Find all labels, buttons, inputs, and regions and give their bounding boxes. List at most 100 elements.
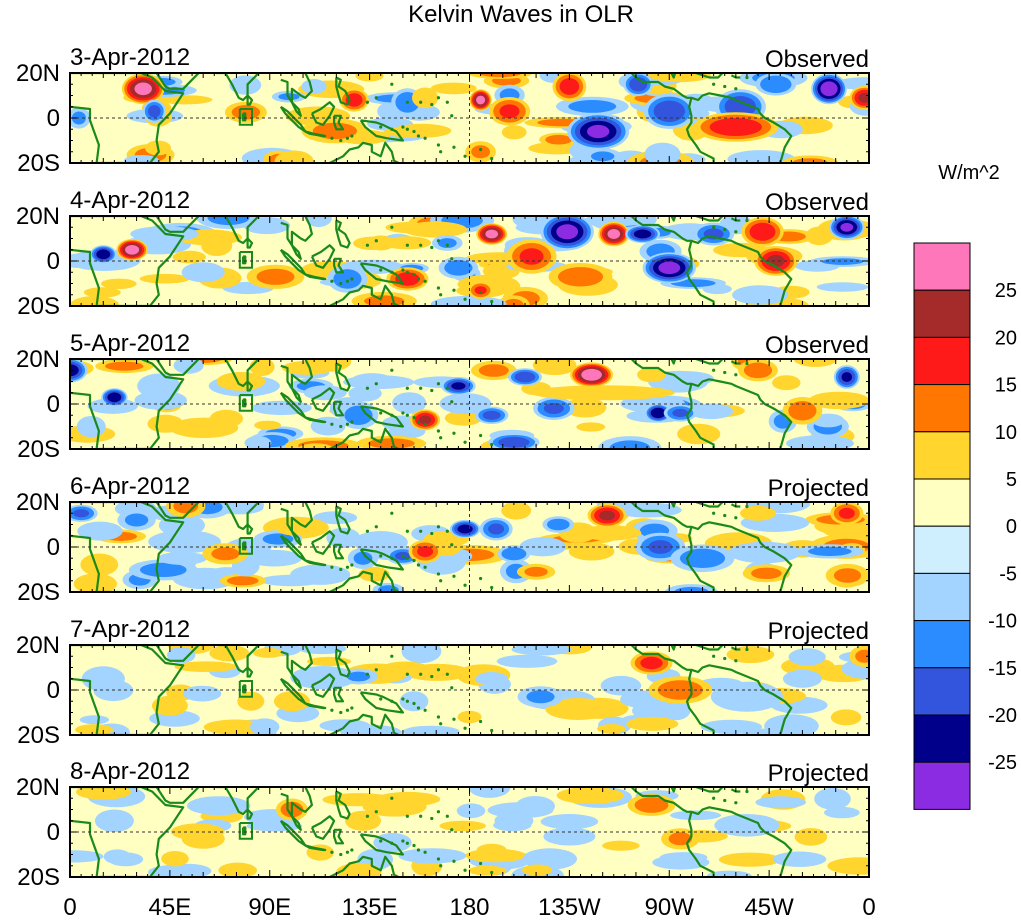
panel-3: 20N 0 20S 5-Apr-2012 Observed [16, 330, 870, 463]
island [330, 565, 334, 569]
colorbar-label: 25 [995, 280, 1017, 302]
island [374, 96, 378, 100]
coastline [685, 97, 715, 163]
contour-region [468, 787, 511, 798]
contour-region [494, 811, 534, 830]
island [416, 134, 421, 138]
contour-region [77, 521, 123, 541]
island [452, 288, 456, 292]
island [405, 386, 409, 390]
contour-region [139, 273, 191, 284]
island [439, 293, 443, 297]
island [712, 796, 716, 800]
contour-region [148, 864, 204, 877]
contour-region [499, 104, 520, 119]
island [463, 583, 467, 587]
island [463, 297, 467, 301]
contour-region [326, 527, 361, 549]
contour-region [760, 75, 792, 94]
island [405, 100, 409, 104]
contour-region [650, 407, 666, 419]
island [339, 281, 343, 286]
panel-date: 8-Apr-2012 [70, 758, 190, 785]
island [723, 798, 727, 803]
y-tick-label: 20S [17, 436, 60, 463]
coastline [329, 713, 399, 735]
contour-region [246, 549, 302, 567]
contour-region [344, 405, 373, 425]
island [350, 563, 354, 567]
coastline [359, 262, 404, 285]
island [330, 136, 334, 140]
contour-region [76, 787, 131, 800]
island [390, 127, 394, 131]
island [445, 243, 449, 247]
island [419, 529, 423, 533]
island [450, 257, 454, 261]
contour-region [772, 851, 827, 867]
box-outline [238, 537, 253, 555]
contour-region [788, 648, 826, 666]
island [712, 654, 716, 658]
colorbar-swatch [913, 478, 971, 527]
island [723, 513, 727, 518]
contour-region [73, 573, 117, 592]
island [339, 424, 343, 429]
island [723, 84, 727, 89]
island [490, 728, 494, 733]
island [436, 715, 441, 719]
contour-region [418, 415, 432, 425]
contour-region [501, 125, 527, 140]
island [379, 839, 383, 843]
contour-region [103, 849, 131, 864]
contour-region [547, 518, 570, 531]
coastline [359, 833, 404, 856]
contour-region [439, 820, 487, 832]
contour-region [633, 229, 652, 239]
contour-region [125, 245, 140, 255]
island [436, 143, 441, 147]
contour-region [366, 235, 396, 251]
coastline [329, 570, 399, 592]
contour-region [412, 87, 439, 109]
island [412, 129, 416, 134]
island [390, 511, 394, 515]
contour-region [107, 392, 122, 403]
island [390, 413, 394, 417]
contour-region [855, 649, 869, 663]
island [452, 717, 456, 721]
box-outline [238, 251, 253, 269]
contour-region [824, 806, 860, 819]
y-tick-label: 20S [17, 722, 60, 749]
contour-region [503, 298, 524, 306]
y-tick-label: 0 [47, 391, 60, 418]
colorbar-label: -25 [988, 752, 1017, 774]
contour-region [253, 647, 284, 658]
island [450, 114, 454, 118]
panel-6: 20N 0 20S 8-Apr-2012 Projected [16, 758, 870, 891]
island [436, 810, 441, 814]
island [745, 647, 749, 652]
coastline [310, 101, 336, 126]
island [416, 420, 421, 424]
island [374, 239, 378, 243]
coastline [216, 73, 260, 102]
contour-region [471, 145, 490, 159]
y-tick-label: 20S [17, 293, 60, 320]
contour-region [169, 417, 239, 438]
colorbar-label: -20 [988, 705, 1017, 727]
contour-region [181, 828, 225, 849]
island [405, 270, 409, 274]
island [416, 706, 421, 710]
contour-region [457, 524, 473, 534]
island [365, 243, 370, 247]
contour-region [599, 510, 615, 521]
island [490, 442, 494, 447]
coastline [280, 645, 313, 689]
contour-region [101, 278, 137, 289]
coastline [335, 505, 351, 535]
colorbar-swatch [913, 667, 971, 716]
y-tick-label: 20S [17, 150, 60, 177]
contour-region [348, 385, 382, 402]
island [423, 708, 427, 712]
